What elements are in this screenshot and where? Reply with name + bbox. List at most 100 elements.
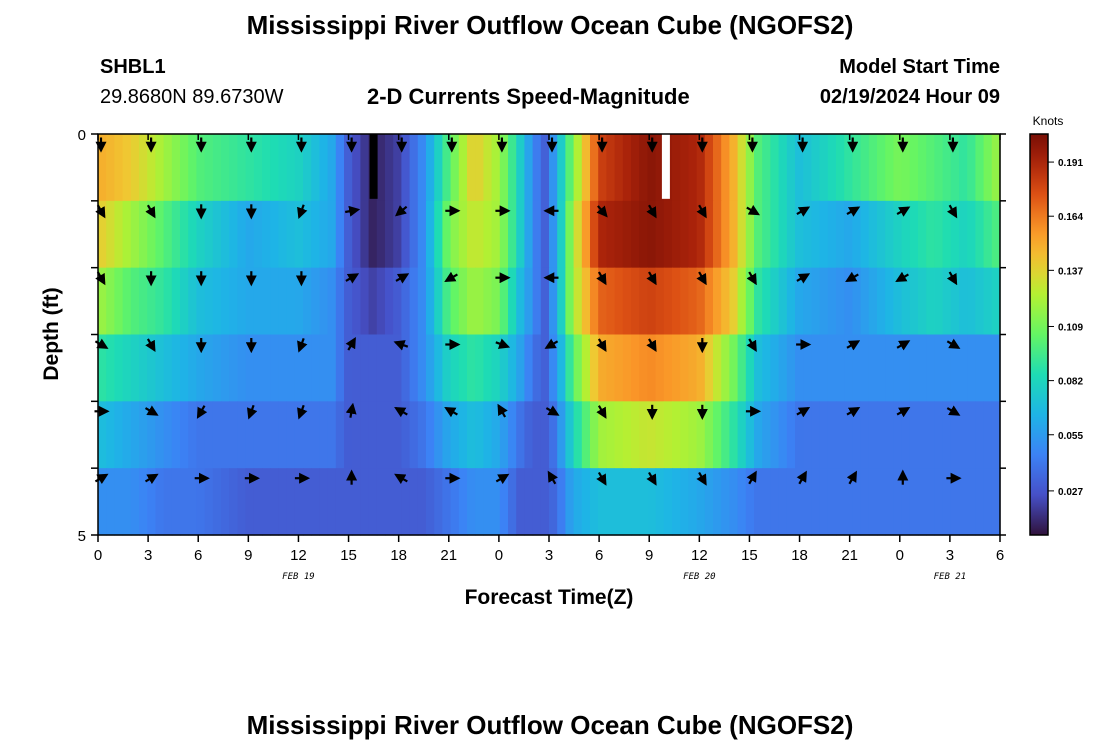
heatmap-cell <box>950 200 960 269</box>
heatmap-cell <box>844 468 853 536</box>
heatmap-cell <box>959 401 968 469</box>
heatmap-cell <box>368 334 378 402</box>
heatmap-cell <box>237 134 247 202</box>
heatmap-cell <box>106 334 115 402</box>
heatmap-cell <box>360 200 370 269</box>
station-coordinates: 29.8680N 89.6730W <box>100 86 284 108</box>
heatmap-cell <box>253 200 263 269</box>
current-arrow <box>145 338 156 353</box>
heatmap-cell <box>967 200 976 269</box>
heatmap-cell <box>278 267 288 336</box>
current-arrow <box>95 204 106 219</box>
heatmap-cell <box>729 134 739 202</box>
heatmap-cell <box>458 267 468 336</box>
heatmap-cell <box>983 267 993 336</box>
heatmap-cell <box>754 267 763 336</box>
heatmap-cell <box>262 401 271 469</box>
heatmap-cell <box>803 468 812 536</box>
heatmap-cell <box>114 200 124 269</box>
current-arrow <box>596 338 607 353</box>
heatmap-cell <box>885 468 894 536</box>
heatmap-cell <box>868 200 878 269</box>
heatmap-cell <box>581 401 591 469</box>
heatmap-cell <box>967 267 976 336</box>
heatmap-cell <box>688 468 698 536</box>
heatmap-cell <box>967 468 976 536</box>
heatmap-cell <box>393 334 402 402</box>
current-arrow <box>246 404 258 420</box>
heatmap-cell <box>499 334 509 402</box>
heatmap-cell <box>672 267 681 336</box>
heatmap-cell <box>918 401 927 469</box>
heatmap-cell <box>376 468 386 536</box>
heatmap-cell <box>450 334 460 402</box>
heatmap-cell <box>614 200 624 269</box>
heatmap-cell <box>524 267 534 336</box>
heatmap-cell <box>352 134 361 202</box>
heatmap-cell <box>417 134 427 202</box>
heatmap-cell <box>294 134 304 202</box>
heatmap-cell <box>950 334 960 402</box>
heatmap-cell <box>163 468 173 536</box>
heatmap-cell <box>385 267 394 336</box>
colorbar-tick-label: 0.055 <box>1058 431 1083 442</box>
heatmap-cell <box>786 401 796 469</box>
heatmap-cell <box>663 200 673 269</box>
heatmap-cell <box>114 267 124 336</box>
heatmap-cell <box>483 334 493 402</box>
heatmap-cell <box>491 200 501 269</box>
heatmap-cell <box>303 267 312 336</box>
heatmap-cell <box>827 200 837 269</box>
heatmap-cell <box>745 401 755 469</box>
heatmap-cell <box>294 200 304 269</box>
heatmap-cell <box>532 468 542 536</box>
heatmap-cell <box>319 200 329 269</box>
heatmap-cell <box>122 200 132 269</box>
heatmap-cell <box>590 267 599 336</box>
heatmap-cell <box>368 468 378 536</box>
heatmap-cell <box>942 267 952 336</box>
heatmap-cell <box>385 468 394 536</box>
heatmap-cell <box>786 200 796 269</box>
heatmap-cell <box>983 200 993 269</box>
heatmap-cell <box>672 468 681 536</box>
heatmap-cell <box>926 334 935 402</box>
heatmap-cell <box>754 134 763 202</box>
heatmap-cell <box>147 401 156 469</box>
heatmap-cell <box>139 401 148 469</box>
heatmap-cell <box>639 134 648 202</box>
heatmap-cell <box>959 468 968 536</box>
heatmap-cell <box>729 468 739 536</box>
heatmap-cell <box>434 401 443 469</box>
heatmap-cell <box>114 134 124 202</box>
heatmap-cell <box>311 200 320 269</box>
heatmap-cell <box>442 401 452 469</box>
heatmap-cell <box>704 401 714 469</box>
heatmap-cell <box>827 134 837 202</box>
heatmap-cell <box>590 401 599 469</box>
heatmap-cell <box>590 334 599 402</box>
heatmap-cell <box>360 267 370 336</box>
heatmap-cell <box>631 334 640 402</box>
x-tick-label: 3 <box>144 547 152 564</box>
heatmap-cell <box>180 468 189 536</box>
heatmap-cell <box>114 334 124 402</box>
heatmap-cell <box>975 468 985 536</box>
heatmap-cell <box>549 267 558 336</box>
current-arrow <box>345 205 361 217</box>
heatmap-cell <box>573 134 583 202</box>
heatmap-cell <box>909 401 919 469</box>
heatmap-cell <box>155 334 165 402</box>
heatmap-cell <box>770 401 780 469</box>
heatmap-cell <box>770 468 780 536</box>
heatmap-cell <box>245 134 255 202</box>
current-arrow <box>196 405 208 419</box>
heatmap-cell <box>270 468 279 536</box>
heatmap-cell <box>647 134 657 202</box>
heatmap-cell <box>860 401 870 469</box>
heatmap-cell <box>762 134 771 202</box>
heatmap-cell <box>836 200 845 269</box>
heatmap-cell <box>581 468 591 536</box>
heatmap-cell <box>262 468 271 536</box>
heatmap-cell <box>335 200 345 269</box>
